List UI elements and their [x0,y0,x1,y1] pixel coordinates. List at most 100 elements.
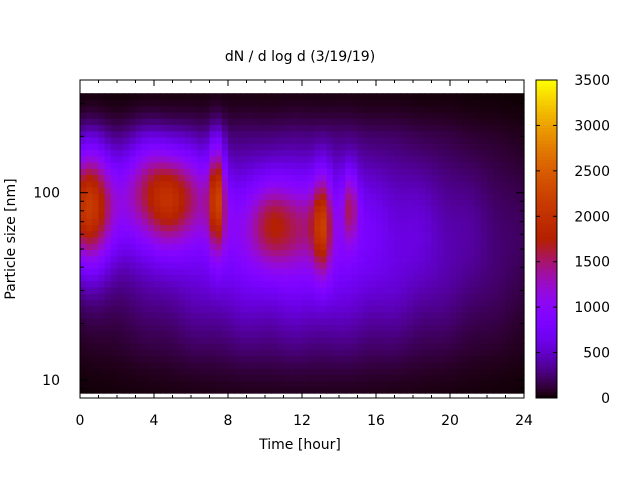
heatmap-cell [240,186,248,194]
heatmap-cell [184,361,192,369]
heatmap-cell [320,149,328,157]
heatmap-cell [92,143,100,151]
heatmap-cell [400,118,408,126]
heatmap-cell [425,180,433,188]
heatmap-cell [295,118,303,126]
heatmap-cell [487,136,494,144]
heatmap-cell [419,193,426,201]
heatmap-cell [160,99,167,107]
heatmap-cell [382,336,389,344]
heatmap-cell [308,211,315,219]
heatmap-cell [394,324,402,332]
heatmap-cell [80,199,87,207]
heatmap-cell [123,199,130,207]
heatmap-cell [480,161,488,169]
heatmap-cell [369,168,377,176]
heatmap-cell [240,230,248,238]
heatmap-cell [271,111,278,119]
heatmap-cell [86,361,93,369]
heatmap-cell [258,111,266,119]
heatmap-cell [271,274,278,282]
heatmap-cell [339,168,346,176]
heatmap-cell [443,124,451,132]
heatmap-cell [437,130,445,138]
heatmap-cell [443,255,451,263]
heatmap-cell [431,161,439,169]
heatmap-cell [166,186,174,194]
heatmap-cell [413,311,420,319]
heatmap-cell [425,205,433,213]
heatmap-cell [493,168,500,176]
heatmap-cell [252,361,260,369]
heatmap-cell [419,124,426,132]
heatmap-cell [339,130,346,138]
heatmap-cell [110,168,118,176]
heatmap-cell [258,255,266,263]
heatmap-cell [178,143,186,151]
heatmap-cell [172,111,180,119]
heatmap-cell [474,174,482,182]
heatmap-cell [160,355,167,363]
heatmap-cell [295,355,303,363]
heatmap-cell [320,286,328,294]
heatmap-cell [351,349,359,357]
heatmap-cell [400,343,408,350]
heatmap-cell [450,324,457,332]
heatmap-cell [129,99,137,107]
heatmap-cell [320,124,328,132]
heatmap-cell [320,180,328,188]
heatmap-cell [141,330,149,338]
heatmap-cell [191,124,198,132]
heatmap-cell [240,386,248,394]
heatmap-cell [295,168,303,176]
heatmap-cell [332,368,340,375]
heatmap-cell [209,361,217,369]
heatmap-cell [456,149,463,157]
colorbar-step [536,305,557,310]
heatmap-cell [110,293,118,300]
heatmap-cell [499,218,507,225]
heatmap-cell [332,211,340,219]
heatmap-cell [228,324,235,332]
heatmap-cell [80,324,87,332]
heatmap-cell [400,286,408,294]
heatmap-cell [117,243,124,250]
heatmap-cell [308,299,315,307]
heatmap-cell [487,199,494,207]
heatmap-cell [326,349,334,357]
heatmap-cell [154,380,161,388]
heatmap-cell [191,268,198,275]
heatmap-cell [320,118,328,126]
heatmap-cell [419,380,426,388]
heatmap-cell [450,168,457,176]
heatmap-cell [283,186,291,194]
heatmap-cell [252,118,260,126]
heatmap-cell [141,268,149,275]
heatmap-cell [314,305,322,313]
heatmap-cell [295,368,303,375]
heatmap-cell [419,186,426,194]
heatmap-cell [184,286,192,294]
heatmap-cell [382,230,389,238]
heatmap-cell [246,180,254,188]
heatmap-cell [474,336,482,344]
heatmap-cell [302,374,309,382]
heatmap-cell [474,193,482,201]
heatmap-cell [320,161,328,169]
colorbar-step [536,328,557,332]
heatmap-cell [332,324,340,332]
heatmap-cell [406,280,414,288]
colorbar-step [536,369,557,374]
heatmap-cell [382,311,389,319]
heatmap-cell [295,161,303,169]
heatmap-cell [474,386,482,394]
heatmap-cell [252,349,260,357]
heatmap-cell [215,149,223,157]
heatmap-cell [480,299,488,307]
heatmap-cell [135,136,143,144]
heatmap-cell [431,318,439,325]
heatmap-cell [308,180,315,188]
heatmap-cell [462,155,470,163]
heatmap-cell [295,343,303,350]
heatmap-cell [141,318,149,325]
